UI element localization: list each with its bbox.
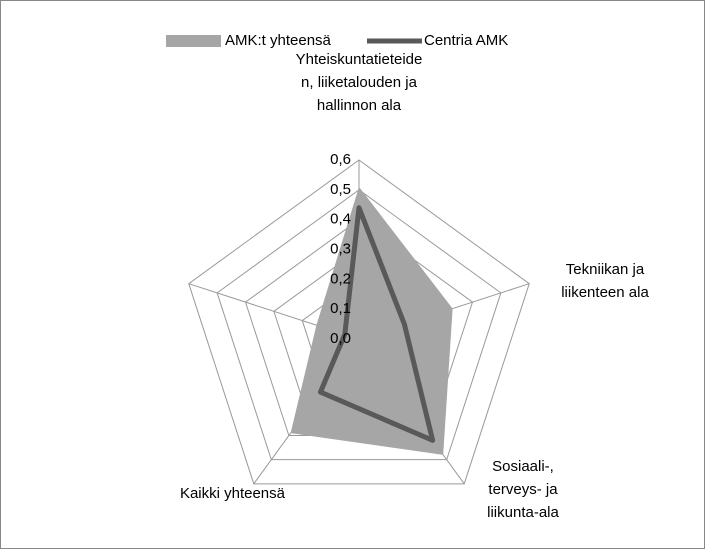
- grid-ring: [188, 159, 530, 485]
- r-tick-label: 0,4: [330, 211, 351, 228]
- category-label: Sosiaali-, terveys- ja liikunta-ala: [487, 458, 559, 521]
- r-tick-label: 0,0: [330, 330, 351, 347]
- r-tick-label: 0,1: [330, 300, 351, 317]
- category-label: Tekniikan ja liikenteen ala: [561, 261, 649, 301]
- category-label: Kaikki yhteensä: [179, 485, 285, 502]
- category-label: Yhteiskuntatieteiden, liiketalouden ja h…: [295, 51, 423, 114]
- legend-label: Centria AMK: [424, 32, 508, 49]
- legend-label: AMK:t yhteensä: [225, 32, 332, 49]
- r-tick-label: 0,5: [330, 181, 351, 198]
- r-tick-label: 0,2: [330, 270, 351, 287]
- grid-ring: [216, 189, 502, 461]
- legend-swatch: [166, 35, 221, 47]
- r-tick-label: 0,3: [330, 240, 351, 257]
- r-tick-label: 0,6: [330, 151, 351, 168]
- line: [317, 205, 436, 443]
- area: [290, 186, 453, 455]
